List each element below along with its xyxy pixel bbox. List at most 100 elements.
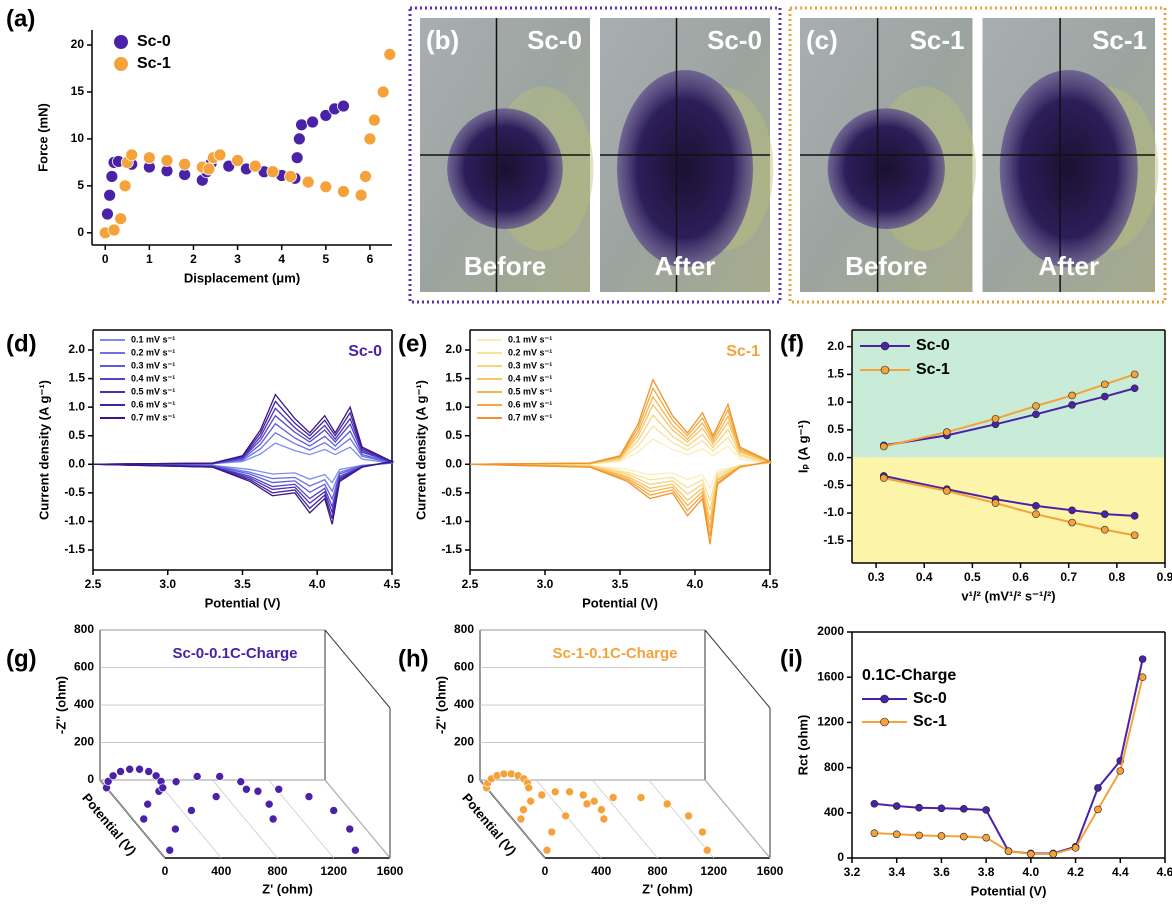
point <box>301 175 315 189</box>
y-tick-label: 0 <box>77 225 84 239</box>
x-tick-label: 6 <box>367 252 374 266</box>
panel-label: (e) <box>398 330 427 357</box>
marker <box>982 806 990 814</box>
marker <box>1027 850 1035 858</box>
x-tick-label: 1200 <box>700 864 727 878</box>
x-tick-label: 2.5 <box>85 577 102 591</box>
y-axis-label: Current density (A g⁻¹) <box>36 380 51 520</box>
point <box>337 99 350 113</box>
y-tick-label: 2.0 <box>68 342 85 356</box>
legend-label: Sc-1 <box>916 361 950 378</box>
legend-label: 0.1 mV s⁻¹ <box>131 334 175 344</box>
marker <box>1101 525 1109 534</box>
legend-label: Sc-1 <box>913 713 947 730</box>
point <box>101 207 114 221</box>
point <box>108 771 118 781</box>
point <box>367 113 381 127</box>
series-line <box>469 414 771 511</box>
marker <box>1032 402 1040 410</box>
point <box>383 48 397 61</box>
x-tick-label: 2 <box>190 252 197 266</box>
y-axis-label: Iₚ (A g⁻¹) <box>795 420 810 473</box>
point <box>319 180 333 194</box>
x-tick-label: 1200 <box>320 864 347 878</box>
x-tick-label: 3.0 <box>537 577 554 591</box>
y-tick-label: -1.5 <box>823 533 844 547</box>
marker <box>1032 502 1040 510</box>
point <box>253 786 263 796</box>
y-tick-label: 1.5 <box>68 371 85 385</box>
x-axis-label: Potential (V) <box>971 883 1047 898</box>
x-tick-label: 800 <box>267 864 287 878</box>
x-tick-label: 3.2 <box>844 865 861 879</box>
particle <box>447 108 563 229</box>
legend-label: 0.2 mV s⁻¹ <box>131 347 175 357</box>
point <box>160 154 174 167</box>
point <box>103 777 113 786</box>
point <box>103 188 117 202</box>
y-tick-label: 0.0 <box>445 456 462 470</box>
point <box>319 109 333 122</box>
x-tick-label: 3.8 <box>978 865 995 879</box>
grid-line <box>155 779 222 859</box>
legend-label: 0.7 mV s⁻¹ <box>508 412 552 422</box>
point <box>597 805 606 814</box>
x-axis-label: Potential (V) <box>205 595 281 610</box>
x-axis-label: Potential (V) <box>582 595 658 610</box>
point <box>363 132 377 146</box>
marker <box>879 474 888 482</box>
x-tick-label: 3.4 <box>888 865 905 879</box>
x-tick-label: 0.5 <box>964 570 981 584</box>
frame-tag: Sc-1 <box>910 25 965 55</box>
x-tick-label: 1600 <box>757 864 784 878</box>
marker <box>1004 847 1013 856</box>
chart-title: Sc-0-0.1C-Charge <box>172 645 297 662</box>
y-tick-label: 0 <box>87 772 94 786</box>
y-axis-label: Force (mN) <box>35 103 50 172</box>
marker <box>991 499 1000 507</box>
y-tick-label: -0.5 <box>64 485 85 499</box>
x-tick-label: 3.5 <box>612 577 629 591</box>
y-tick-label: 1.5 <box>827 367 844 381</box>
marker <box>937 832 946 840</box>
marker <box>1071 844 1080 852</box>
y-axis-label: -Z'' (ohm) <box>433 676 448 734</box>
grid-line <box>704 779 771 859</box>
point <box>178 157 192 171</box>
frame-caption: Before <box>464 251 546 281</box>
panel-label: (c) <box>806 25 838 55</box>
x-tick-label: 2.5 <box>462 577 479 591</box>
marker <box>1049 850 1058 858</box>
series-line <box>469 386 773 537</box>
y-tick-label: 1.0 <box>827 394 844 408</box>
point <box>537 790 547 800</box>
panel-label: (i) <box>780 645 803 672</box>
point <box>295 118 308 132</box>
x-tick-label: 0.6 <box>1012 570 1029 584</box>
y-tick-label: -1.0 <box>64 514 85 528</box>
point <box>171 777 181 786</box>
point <box>337 185 350 198</box>
x-tick-label: 3.6 <box>933 865 950 879</box>
point <box>142 151 156 165</box>
point <box>684 811 693 821</box>
marker <box>1032 510 1040 518</box>
point <box>516 814 526 824</box>
point <box>202 162 216 176</box>
point <box>565 787 574 797</box>
series-line <box>469 438 771 490</box>
y-tick-label: 0.5 <box>827 422 844 436</box>
point <box>702 845 712 855</box>
x-tick-label: 0 <box>102 252 109 266</box>
y-tick-label: 20 <box>71 37 85 51</box>
point <box>292 132 306 146</box>
series-line <box>92 432 393 493</box>
x-tick-label: 5 <box>322 252 329 266</box>
y-tick-label: 600 <box>74 660 94 674</box>
x-tick-label: 3 <box>234 252 241 266</box>
y-tick-label: 0.5 <box>68 428 85 442</box>
point <box>231 154 244 167</box>
y-tick-label: 2.0 <box>445 342 462 356</box>
y-axis-label: Rct (ohm) <box>795 715 810 776</box>
